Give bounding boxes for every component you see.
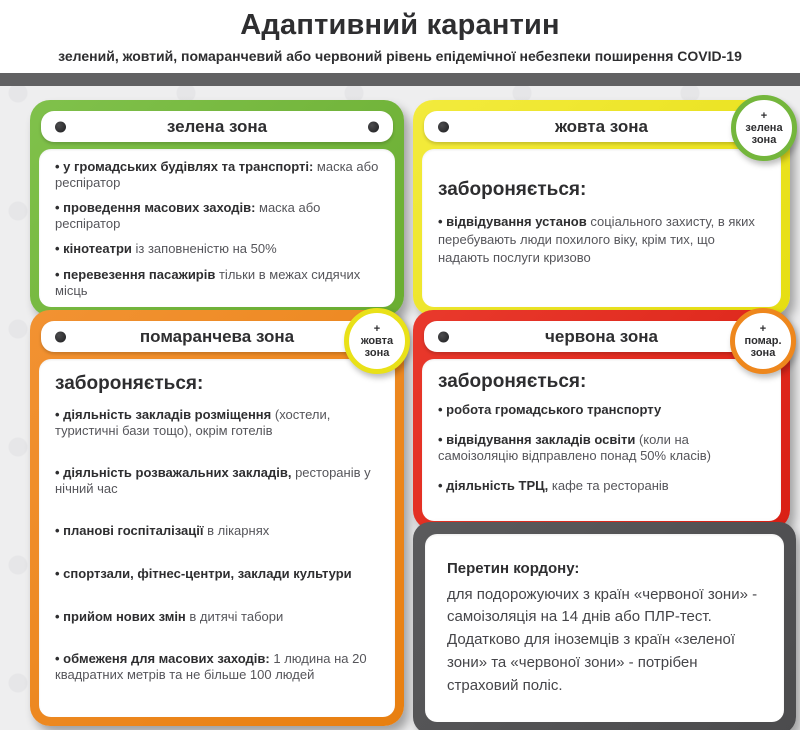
orange-zone-body: забороняється: діяльність закладів розмі… (39, 359, 395, 717)
yellow-zone-header: жовта зона (424, 111, 779, 142)
header-dot-icon (438, 121, 449, 132)
rule-rest: тільки в межах сидячих місць (55, 266, 361, 298)
rule-rest: маска або респіратор (55, 159, 379, 190)
forbidden-heading: забороняється: (438, 371, 587, 392)
rule-item: відвідування закладів освіти (коли на са… (438, 432, 765, 465)
rule-rest: соціального захисту, в яких перебувають … (438, 214, 755, 266)
rule-bold: діяльність ТРЦ, (446, 477, 549, 493)
divider-bar (0, 73, 800, 86)
forbidden-heading: забороняється: (438, 179, 587, 200)
rule-bold: перевезення пасажирів (63, 266, 216, 282)
header: Адаптивний карантин зелений, жовтий, пом… (0, 0, 800, 73)
card-red-zone: + помар. зона червона зона забороняється… (413, 308, 796, 530)
border-crossing-body: Перетин кордону: для подорожуючих з краї… (425, 534, 784, 722)
rule-item: проведення масових заходів: маска або ре… (55, 200, 379, 231)
page-subtitle: зелений, жовтий, помаранчевий або червон… (58, 48, 742, 64)
rule-item: перевезення пасажирів тільки в межах сид… (55, 267, 379, 298)
rule-rest: кафе та ресторанів (548, 477, 669, 493)
red-zone-body: забороняється: робота громадського транс… (422, 359, 781, 521)
rule-bold: проведення масових заходів: (63, 200, 256, 216)
header-dot-icon (438, 331, 449, 342)
rule-bold: відвідування закладів освіти (446, 431, 636, 447)
yellow-zone-rules: відвідування установ соціального захисту… (438, 213, 765, 268)
card-green-zone: зелена зона у громадських будівлях та тр… (30, 100, 404, 316)
red-zone-title: червона зона (545, 326, 658, 346)
rule-rest: 1 людина на 20 квадратних метрів та не б… (55, 651, 367, 682)
orange-zone-title: помаранчева зона (139, 326, 295, 346)
rule-item: спортзали, фітнес-центри, заклади культу… (55, 566, 379, 582)
rule-bold: робота громадського транспорту (446, 402, 662, 417)
green-zone-header: зелена зона (41, 111, 393, 142)
rule-item: прийом нових змін в дитячі табори (55, 609, 379, 625)
forbidden-heading: забороняється: (55, 373, 204, 394)
rule-item: діяльність закладів розміщення (хостели,… (55, 407, 379, 438)
page-title: Адаптивний карантин (240, 9, 560, 41)
rule-item: обмеженя для масових заходів: 1 людина н… (55, 651, 379, 682)
rule-item: планові госпіталізації в лікарнях (55, 523, 379, 539)
header-dot-icon (55, 121, 66, 132)
rule-rest: із заповненістю на 50% (131, 241, 277, 257)
green-zone-rules: у громадських будівлях та транспорті: ма… (55, 159, 379, 298)
rule-rest: в лікарнях (203, 523, 270, 539)
card-orange-zone: + жовта зона помаранчева зона забороняєт… (30, 308, 410, 726)
rule-bold: спортзали, фітнес-центри, заклади культу… (63, 565, 352, 581)
rule-rest: (хостели, туристичні бази тощо), окрім г… (55, 407, 331, 438)
orange-zone-header: помаранчева зона (41, 321, 393, 352)
border-crossing-text: для подорожуючих з країн «червоної зони»… (447, 585, 758, 694)
rule-item: відвідування установ соціального захисту… (438, 213, 765, 268)
green-zone-body: у громадських будівлях та транспорті: ма… (39, 149, 395, 307)
rule-rest: (коли на самоізоляцію відправлено понад … (438, 431, 711, 464)
yellow-zone-body: забороняється: відвідування установ соці… (422, 149, 781, 307)
rule-bold: прийом нових змін (63, 608, 186, 624)
red-zone-rules: робота громадського транспорту відвідува… (438, 402, 765, 495)
orange-zone-rules: діяльність закладів розміщення (хостели,… (55, 407, 379, 682)
rule-rest: в дитячі табори (185, 608, 284, 624)
rule-bold: діяльність розважальних закладів, (63, 465, 292, 481)
rule-rest: маска або респіратор (55, 200, 321, 231)
badge-plus-green-zone: + зелена зона (731, 95, 797, 161)
rule-bold: планові госпіталізації (63, 523, 204, 539)
rule-item: діяльність розважальних закладів, рестор… (55, 465, 379, 496)
rule-item: кінотеатри із заповненістю на 50% (55, 241, 379, 257)
rule-bold: кінотеатри (63, 241, 132, 257)
header-dot-icon (55, 331, 66, 342)
rule-bold: у громадських будівлях та транспорті: (63, 159, 314, 174)
header-dot-icon (368, 121, 379, 132)
card-yellow-zone: + зелена зона жовта зона забороняється: … (413, 95, 797, 316)
red-zone-header: червона зона (424, 321, 779, 352)
rule-rest: ресторанів у нічний час (55, 465, 371, 496)
rule-bold: відвідування установ (446, 214, 587, 229)
rule-item: у громадських будівлях та транспорті: ма… (55, 159, 379, 190)
badge-plus-orange-zone: + помар. зона (730, 308, 796, 374)
card-border-crossing: Перетин кордону: для подорожуючих з краї… (413, 522, 796, 730)
badge-plus-yellow-zone: + жовта зона (344, 308, 410, 374)
border-crossing-heading: Перетин кордону: (447, 560, 580, 577)
rule-item: діяльність ТРЦ, кафе та ресторанів (438, 478, 765, 495)
rule-bold: діяльність закладів розміщення (63, 407, 272, 422)
yellow-zone-title: жовта зона (555, 116, 648, 136)
green-zone-title: зелена зона (166, 116, 268, 136)
rule-item: робота громадського транспорту (438, 402, 765, 419)
rule-bold: обмеженя для масових заходів: (63, 651, 270, 667)
